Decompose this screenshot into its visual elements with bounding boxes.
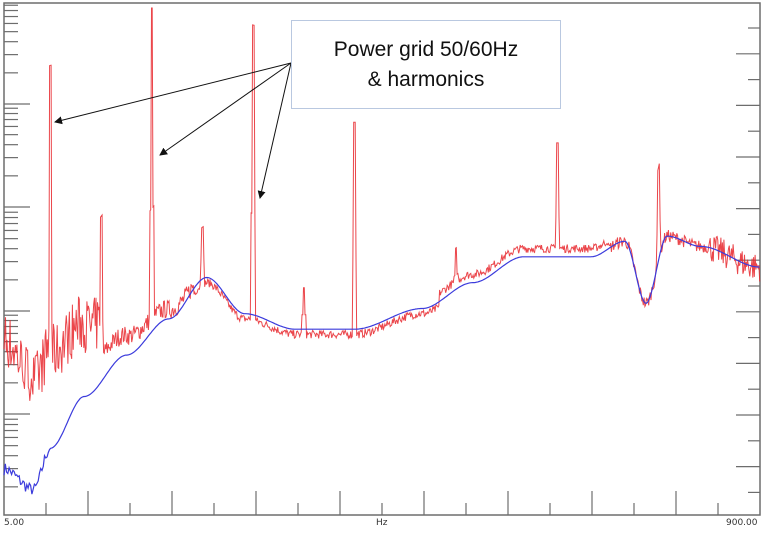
x-unit-label: Hz bbox=[376, 518, 388, 528]
arrow-to-180hz bbox=[159, 62, 292, 156]
annotation-line1: Power grid 50/60Hz bbox=[333, 37, 519, 61]
annotation-box: Power grid 50/60Hz & harmonics bbox=[291, 20, 561, 109]
arrow-to-60hz bbox=[54, 62, 292, 125]
y-axis-right-ticks bbox=[736, 27, 760, 493]
x-axis-ticks bbox=[45, 491, 719, 515]
y-axis-left-ticks bbox=[4, 4, 30, 488]
annotation-line2: & harmonics bbox=[367, 67, 485, 91]
arrow-to-300hz bbox=[257, 62, 292, 199]
x-min-label: 5.00 bbox=[4, 518, 25, 528]
annotation-arrows bbox=[54, 62, 292, 199]
fitted-model-line bbox=[3, 235, 760, 495]
x-max-label: 900.00 bbox=[726, 518, 758, 528]
